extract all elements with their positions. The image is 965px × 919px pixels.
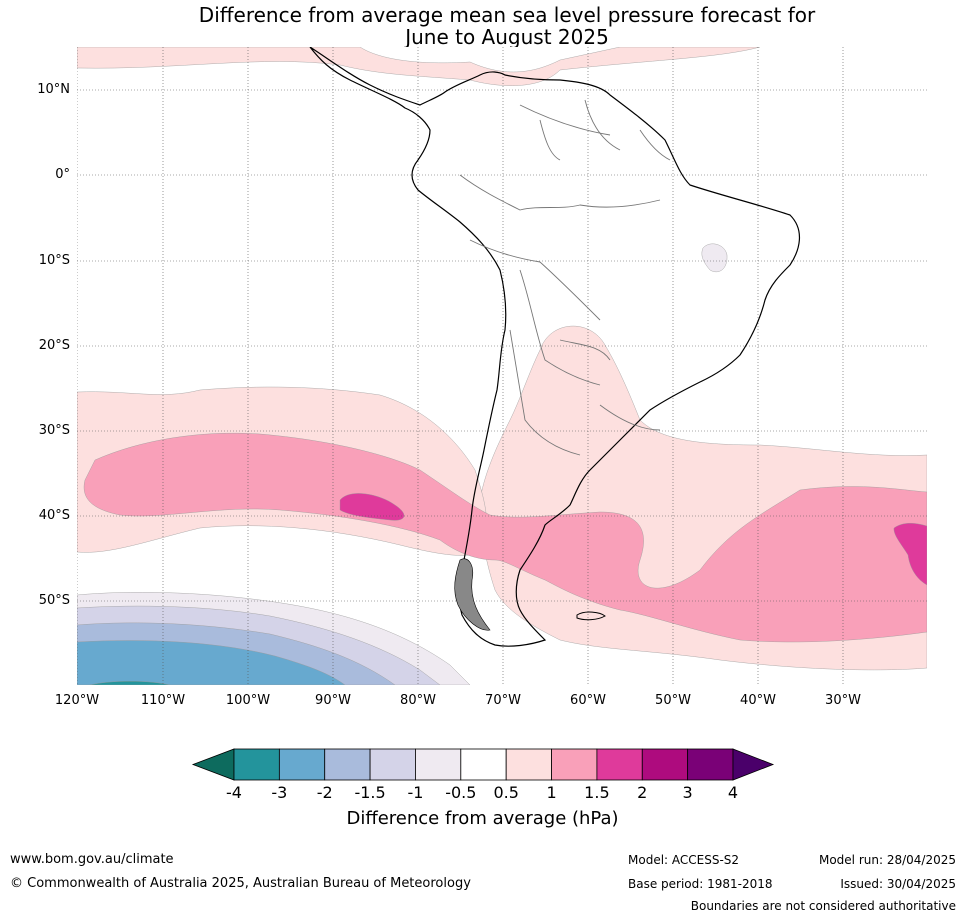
lon-label-60w: 60°W	[570, 693, 606, 708]
contour-hot-pink-west	[339, 493, 405, 521]
lon-label-110w: 110°W	[140, 693, 186, 708]
lon-label-70w: 70°W	[485, 693, 521, 708]
country-boundaries	[459, 99, 671, 456]
footer-base-period: Base period: 1981-2018	[628, 877, 773, 891]
colorbar-swatch	[233, 748, 280, 781]
lon-label-30w: 30°W	[825, 693, 861, 708]
map	[77, 47, 927, 685]
colorbar-extend-high	[732, 748, 775, 781]
lon-label-40w: 40°W	[740, 693, 776, 708]
colorbar-swatch	[415, 748, 462, 781]
title-line-1: Difference from average mean sea level p…	[198, 3, 816, 27]
contour-hot-pink-east	[893, 523, 927, 586]
lon-label-100w: 100°W	[225, 693, 271, 708]
lat-label-10n: 10°N	[37, 82, 70, 97]
colorbar-swatch	[505, 748, 552, 781]
colorbar-tick-label: -2	[316, 783, 333, 802]
colorbar-tick-label: -1	[407, 783, 424, 802]
colorbar-tick-label: 4	[727, 783, 739, 802]
colorbar-tick-label: 1	[546, 783, 557, 802]
coastline-south-america	[309, 47, 800, 647]
colorbar-swatch	[324, 748, 371, 781]
contour-neg-3	[89, 681, 171, 685]
footer-model: Model: ACCESS-S2	[628, 853, 740, 867]
graticule	[77, 47, 927, 685]
colorbar-tick-label: -3	[271, 783, 288, 802]
colorbar-tick-label: 2	[637, 783, 648, 802]
colorbar-tick-label: -4	[226, 783, 242, 802]
colorbar-swatch	[641, 748, 689, 781]
lat-label-40s: 40°S	[38, 508, 70, 523]
colorbar-tick-label: -1.5	[354, 783, 386, 802]
colorbar-title: Difference from average (hPa)	[346, 808, 619, 829]
lat-label-30s: 30°S	[38, 423, 70, 438]
map-title: Difference from average mean sea level p…	[0, 4, 965, 48]
lon-label-120w: 120°W	[54, 693, 100, 708]
colorbar-swatch	[687, 748, 734, 781]
lat-label-50s: 50°S	[38, 593, 70, 608]
falkland-islands	[576, 611, 606, 621]
lon-label-80w: 80°W	[400, 693, 436, 708]
colorbar-tick-label: 1.5	[584, 783, 610, 802]
colorbar-tick-label: 3	[682, 783, 693, 802]
contour-lavender-brazil	[701, 243, 728, 273]
colorbar	[191, 748, 775, 781]
lat-label-0: 0°	[55, 167, 70, 182]
footer-copyright: © Commonwealth of Australia 2025, Austra…	[10, 876, 471, 891]
footer-disclaimer: Boundaries are not considered authoritat…	[690, 899, 956, 913]
colorbar-swatch	[551, 748, 598, 781]
lon-label-90w: 90°W	[315, 693, 351, 708]
lat-label-20s: 20°S	[38, 338, 70, 353]
title-line-2: June to August 2025	[405, 25, 609, 49]
colorbar-tick-label: 0.5	[493, 783, 519, 802]
lon-label-50w: 50°W	[655, 693, 691, 708]
colorbar-swatch	[596, 748, 643, 781]
colorbar-swatch	[460, 748, 507, 781]
colorbar-extend-low	[191, 748, 235, 781]
chile-fjords	[454, 558, 491, 631]
colorbar-swatch	[369, 748, 416, 781]
colorbar-tick-label: -0.5	[445, 783, 477, 802]
footer-url[interactable]: www.bom.gov.au/climate	[10, 852, 174, 867]
contour-neg-2	[77, 640, 346, 685]
footer-model-run: Model run: 28/04/2025	[818, 853, 956, 867]
footer-issued: Issued: 30/04/2025	[840, 877, 956, 891]
colorbar-swatch	[278, 748, 326, 781]
lat-label-10s: 10°S	[38, 253, 70, 268]
